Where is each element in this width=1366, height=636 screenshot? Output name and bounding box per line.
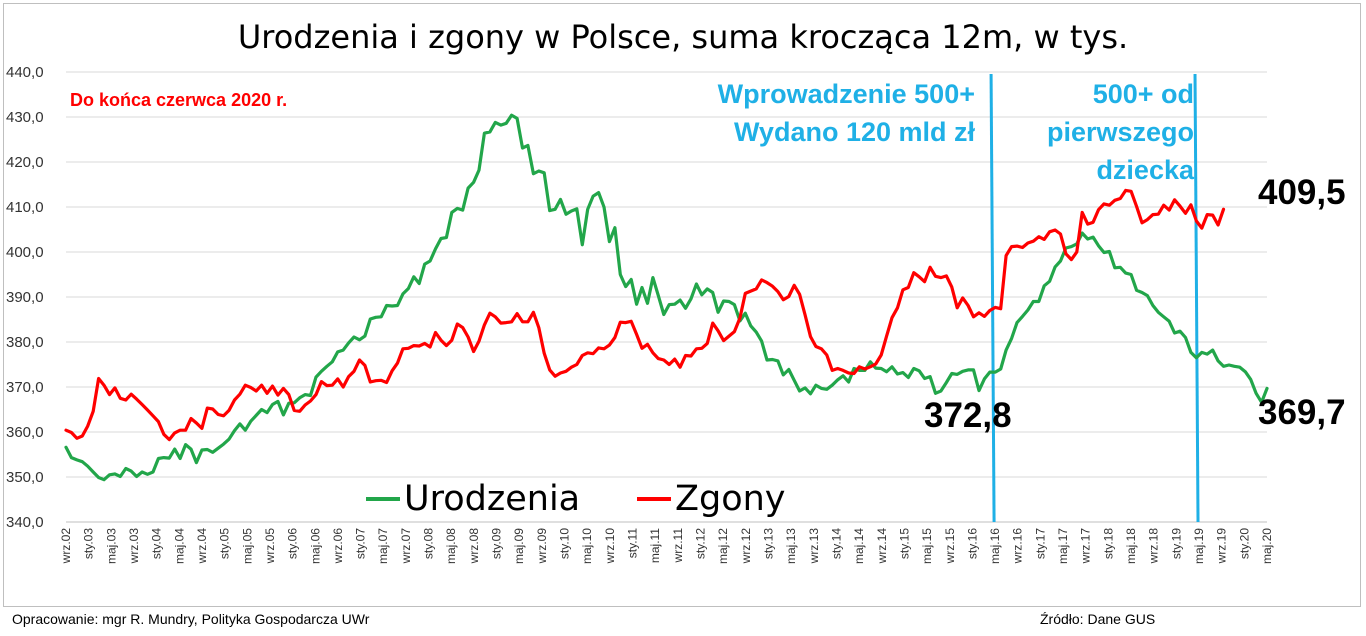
period-note: Do końca czerwca 2020 r. — [70, 90, 288, 110]
x-tick-label: wrz.05 — [263, 528, 277, 565]
y-tick-label: 420,0 — [6, 154, 44, 171]
annotation-500plus-first-child: 500+ od pierwszego dziecka — [990, 75, 1194, 189]
x-tick-label: sty.18 — [1101, 528, 1115, 559]
y-tick-label: 370,0 — [6, 379, 44, 396]
x-tick-label: sty.17 — [1033, 528, 1047, 559]
callout-zgony-last: 409,5 — [1258, 173, 1346, 212]
x-tick-label: maj.06 — [308, 528, 322, 564]
annotation-line: pierwszego — [1046, 117, 1194, 147]
y-tick-label: 390,0 — [6, 289, 44, 306]
x-tick-label: sty.13 — [761, 528, 775, 559]
y-tick-label: 340,0 — [6, 514, 44, 531]
x-tick-label: wrz.14 — [875, 528, 889, 565]
x-tick-label: wrz.11 — [671, 528, 685, 564]
x-tick-label: sty.16 — [965, 528, 979, 559]
x-tick-label: wrz.08 — [467, 528, 481, 565]
x-tick-label: sty.15 — [897, 528, 911, 559]
y-tick-label: 440,0 — [6, 64, 44, 81]
x-tick-label: maj.14 — [852, 528, 866, 564]
x-tick-label: sty.03 — [82, 528, 96, 559]
x-tick-label: wrz.16 — [1011, 528, 1025, 565]
x-tick-label: sty.12 — [693, 528, 707, 559]
x-tick-label: maj.08 — [444, 528, 458, 564]
x-tick-label: wrz.09 — [535, 528, 549, 565]
x-tick-label: wrz.13 — [807, 528, 821, 565]
x-tick-label: maj.12 — [716, 528, 730, 564]
series-line-urodzenia — [64, 113, 1269, 482]
y-tick-label: 430,0 — [6, 109, 44, 126]
x-tick-label: sty.05 — [218, 528, 232, 559]
footer-author: Opracowanie: mgr R. Mundry, Polityka Gos… — [12, 611, 370, 627]
y-tick-label: 400,0 — [6, 244, 44, 261]
x-tick-label: wrz.19 — [1215, 528, 1229, 565]
annotation-line: dziecka — [1096, 155, 1194, 185]
x-tick-label: wrz.04 — [195, 528, 209, 565]
annotation-line-500plus — [989, 73, 996, 523]
x-tick-label: maj.19 — [1192, 528, 1206, 564]
x-tick-label: wrz.06 — [331, 528, 345, 565]
chart-title: Urodzenia i zgony w Polsce, suma krocząc… — [237, 18, 1129, 56]
y-tick-label: 380,0 — [6, 334, 44, 351]
footer-source: Źródło: Dane GUS — [1040, 611, 1156, 627]
annotation-500plus-intro: Wprowadzenie 500+ Wydano 120 mld zł — [640, 75, 975, 151]
legend-label-zgony: Zgony — [675, 479, 786, 519]
x-tick-label: maj.13 — [784, 528, 798, 564]
x-tick-label: sty.19 — [1169, 528, 1183, 559]
x-tick-label: wrz.03 — [127, 528, 141, 565]
series-line-zgony — [64, 188, 1226, 442]
x-tick-label: sty.06 — [286, 528, 300, 559]
x-tick-label: maj.20 — [1260, 528, 1274, 564]
annotation-line: Wydano 120 mld zł — [733, 117, 975, 147]
y-tick-label: 350,0 — [6, 469, 44, 486]
x-tick-label: wrz.10 — [603, 528, 617, 565]
gridlines — [66, 71, 1267, 523]
annotation-line-first-child — [1193, 73, 1200, 523]
x-tick-label: sty.09 — [490, 528, 504, 559]
x-tick-label: maj.04 — [172, 528, 186, 564]
annotation-lines — [989, 73, 1200, 523]
x-tick-label: wrz.07 — [399, 528, 413, 565]
x-tick-label: wrz.18 — [1147, 528, 1161, 565]
chart-frame — [3, 3, 1361, 607]
callout-urodzenia-2016: 372,8 — [924, 396, 1012, 435]
x-tick-label: sty.08 — [422, 528, 436, 559]
x-tick-label: wrz.12 — [739, 528, 753, 565]
annotation-line: Wprowadzenie 500+ — [717, 79, 975, 109]
x-tick-label: wrz.02 — [59, 528, 73, 565]
x-tick-label: maj.05 — [240, 528, 254, 564]
x-tick-label: maj.18 — [1124, 528, 1138, 564]
x-tick-label: wrz.15 — [943, 528, 957, 565]
annotation-line: 500+ od — [1092, 79, 1194, 109]
x-tick-label: maj.09 — [512, 528, 526, 564]
x-tick-label: maj.10 — [580, 528, 594, 564]
y-tick-label: 360,0 — [6, 424, 44, 441]
x-tick-label: sty.04 — [150, 528, 164, 559]
x-tick-label: maj.11 — [648, 528, 662, 563]
x-tick-label: maj.15 — [920, 528, 934, 564]
x-axis-ticks: wrz.02 sty.03 maj.03 wrz.03 sty.04 maj.04 wrz.… — [59, 528, 1274, 565]
legend-swatch-zgony — [637, 497, 671, 501]
series-lines — [64, 113, 1269, 482]
x-tick-label: sty.10 — [558, 528, 572, 559]
x-tick-label: maj.17 — [1056, 528, 1070, 564]
x-tick-label: maj.07 — [376, 528, 390, 564]
x-tick-label: maj.03 — [104, 528, 118, 564]
legend-swatch-urodzenia — [366, 497, 400, 501]
x-tick-label: sty.20 — [1237, 528, 1251, 559]
callout-urodzenia-last: 369,7 — [1258, 393, 1346, 432]
x-tick-label: maj.16 — [988, 528, 1002, 564]
legend-label-urodzenia: Urodzenia — [404, 479, 581, 519]
y-axis-ticks: 340,0 350,0 360,0 370,0 380,0 390,0 400,0 410,0… — [6, 64, 44, 531]
x-tick-label: wrz.17 — [1079, 528, 1093, 565]
x-tick-label: sty.07 — [354, 528, 368, 559]
x-tick-label: sty.11 — [626, 528, 640, 559]
x-tick-label: sty.14 — [829, 528, 843, 559]
y-tick-label: 410,0 — [6, 199, 44, 216]
